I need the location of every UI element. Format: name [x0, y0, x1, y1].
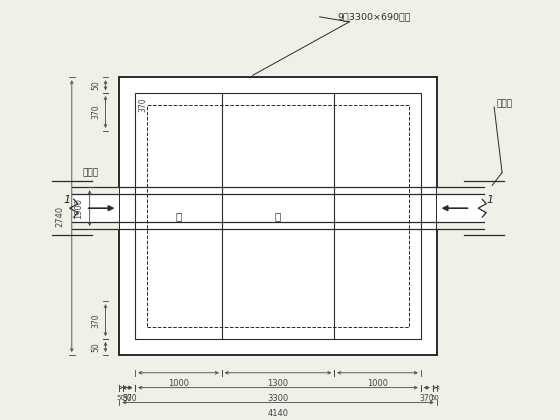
Text: 370: 370 — [91, 313, 101, 328]
Text: 出水渠: 出水渠 — [83, 168, 99, 178]
Text: 370: 370 — [122, 394, 137, 403]
Text: 50: 50 — [91, 80, 101, 90]
Text: 2740: 2740 — [56, 205, 65, 227]
Text: 进水渠: 进水渠 — [496, 100, 512, 109]
Text: 架: 架 — [175, 211, 181, 221]
Text: 4140: 4140 — [268, 410, 288, 418]
Bar — [72, 194, 119, 222]
Text: 1000: 1000 — [367, 379, 388, 388]
Text: 1900: 1900 — [74, 198, 83, 219]
Text: 架: 架 — [275, 211, 281, 221]
Text: 50: 50 — [123, 394, 132, 403]
Bar — [119, 77, 437, 355]
Text: 370: 370 — [138, 97, 147, 112]
Text: 1: 1 — [63, 195, 71, 205]
Text: 3300: 3300 — [267, 394, 288, 403]
Bar — [437, 222, 484, 229]
Text: 50: 50 — [91, 342, 101, 352]
Bar — [72, 187, 119, 194]
Bar — [136, 93, 421, 339]
Text: 50: 50 — [430, 394, 439, 401]
Bar — [437, 187, 484, 194]
Bar — [147, 105, 409, 327]
Bar — [437, 194, 484, 222]
Text: 370: 370 — [419, 394, 434, 403]
Text: 1300: 1300 — [268, 379, 288, 388]
Text: 50: 50 — [117, 394, 126, 401]
Text: 370: 370 — [91, 105, 101, 119]
Text: 9儆3300×690盖板: 9儆3300×690盖板 — [338, 12, 411, 21]
Text: 1: 1 — [487, 195, 494, 205]
Bar — [72, 222, 119, 229]
Text: 1000: 1000 — [168, 379, 189, 388]
